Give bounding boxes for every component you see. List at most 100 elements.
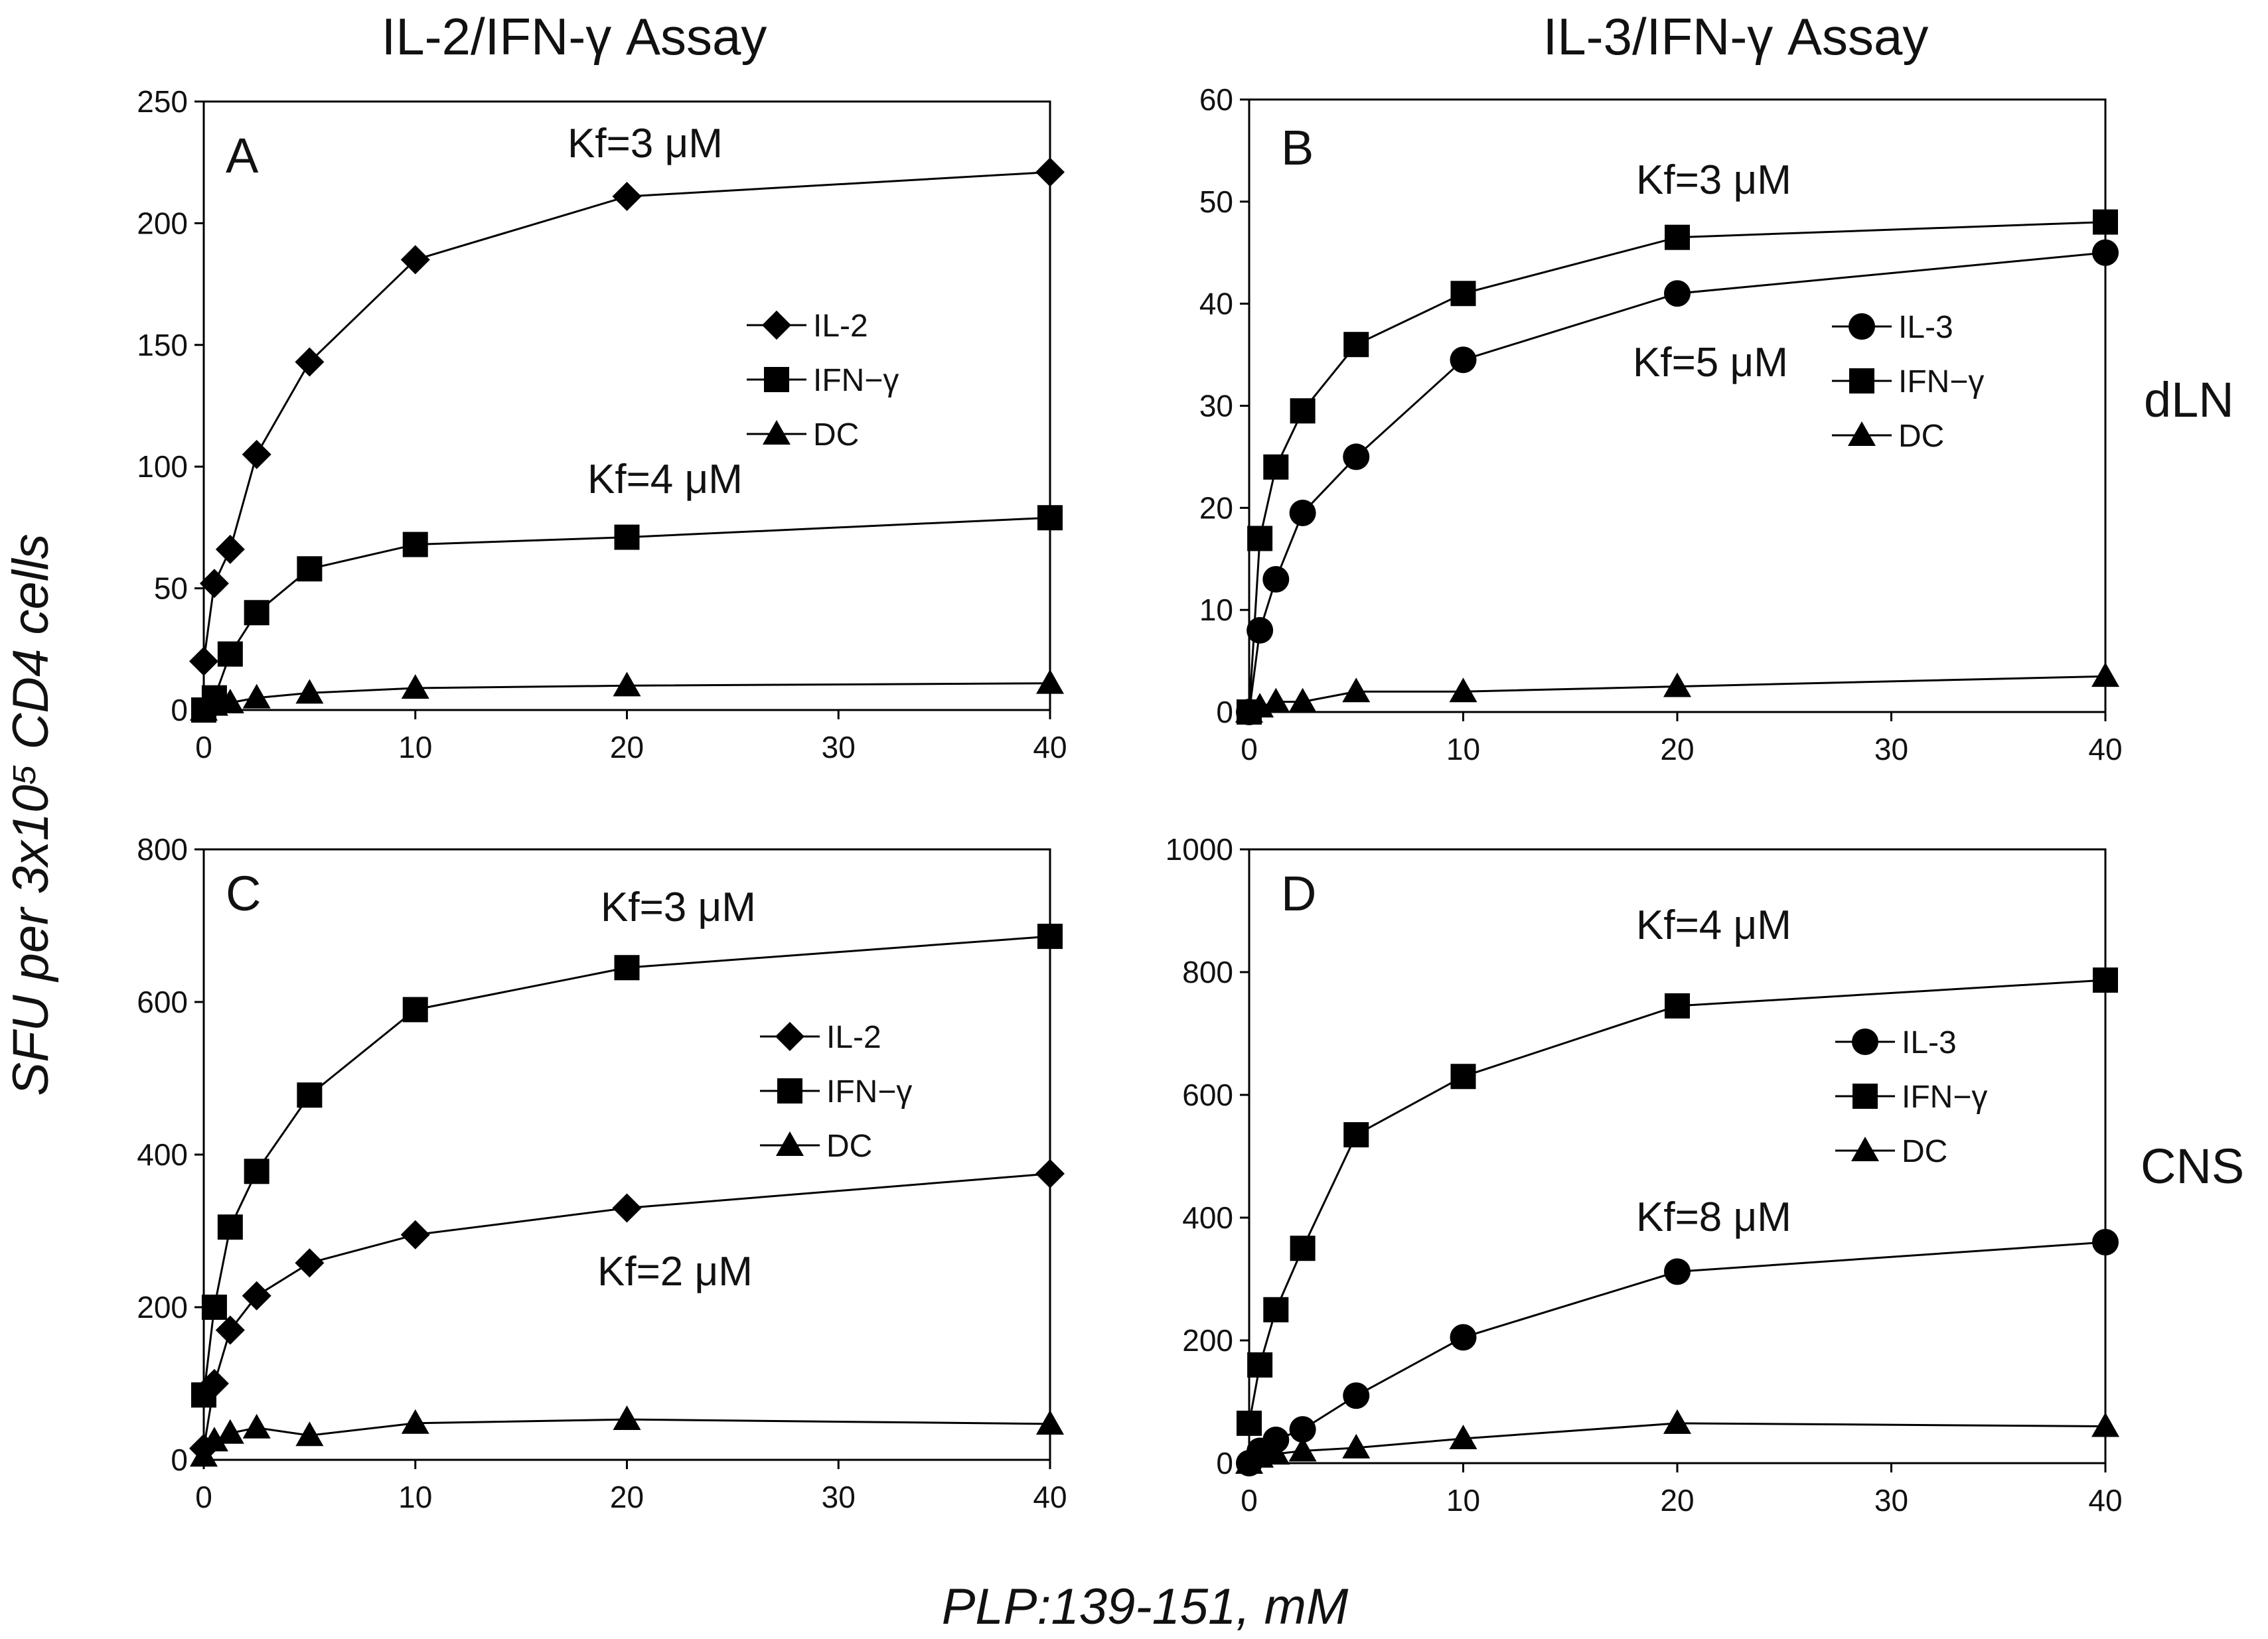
legend-marker-d (1851, 1137, 1879, 1161)
annotation-c-2: Kf=2 μM (597, 1249, 753, 1295)
data-point-d-2 (1663, 1409, 1691, 1434)
panel-letter-c: C (226, 866, 261, 921)
data-point-d-0 (1262, 1426, 1290, 1453)
legend-label-c: IFN−γ (826, 1074, 912, 1109)
data-point-d-1 (1263, 1297, 1289, 1322)
data-point-d-1 (1290, 1236, 1316, 1261)
data-point-d-1 (2093, 967, 2118, 993)
y-tick-label-b: 20 (1199, 490, 1233, 525)
y-tick-label-a: 150 (137, 328, 188, 362)
data-point-c-2 (295, 1421, 324, 1447)
data-point-d-0 (1343, 1382, 1370, 1409)
legend-marker-c (775, 1022, 804, 1051)
legend-label-c: IL-2 (826, 1020, 881, 1055)
data-point-a-2 (613, 672, 641, 697)
data-point-b-2 (1663, 672, 1691, 697)
series-line-a-0 (202, 171, 1051, 662)
legend-a: IL-2 IFN−γ DC (747, 309, 899, 453)
legend-b: IL-3 IFN−γ DC (1832, 310, 1984, 454)
series-d-0 (1236, 1229, 2119, 1476)
data-point-c-1 (244, 1159, 269, 1184)
data-point-c-0 (400, 1220, 430, 1249)
y-tick-label-b: 50 (1199, 184, 1233, 219)
data-point-b-2 (1288, 687, 1317, 713)
legend-marker-d (1852, 1084, 1878, 1109)
legend-label-b: IL-3 (1898, 310, 1953, 345)
data-point-a-0 (189, 646, 218, 676)
data-point-b-0 (1262, 566, 1290, 593)
data-point-a-1 (614, 524, 640, 550)
y-tick-label-a: 250 (137, 84, 188, 119)
annotation-c-1: Kf=3 μM (601, 885, 756, 930)
data-point-b-2 (1449, 677, 1477, 703)
legend-label-b: DC (1898, 419, 1944, 454)
x-tick-label-d: 30 (1874, 1483, 1908, 1518)
x-tick-label-b: 40 (2088, 732, 2122, 766)
panel-letter-d: D (1281, 866, 1316, 921)
x-tick-label-c: 30 (822, 1480, 856, 1514)
y-tick-label-c: 200 (137, 1290, 188, 1324)
y-tick-label-c: 0 (171, 1443, 188, 1477)
data-point-d-1 (1665, 993, 1690, 1019)
data-point-c-1 (1037, 924, 1063, 950)
data-point-d-2 (1262, 1440, 1290, 1465)
legend-label-d: IL-3 (1902, 1025, 1957, 1060)
series-c-2 (190, 1405, 1064, 1467)
y-tick-label-d: 800 (1182, 955, 1233, 989)
data-point-b-0 (1289, 500, 1316, 527)
data-point-c-0 (242, 1281, 271, 1311)
y-tick-label-c: 400 (137, 1137, 188, 1172)
x-tick-label-a: 40 (1033, 730, 1067, 764)
annotation-a-1: Kf=3 μM (567, 121, 723, 167)
legend-label-d: DC (1902, 1134, 1947, 1169)
column-title-right: IL-3/IFN-γ Assay (1543, 7, 1929, 66)
data-point-c-1 (297, 1082, 323, 1108)
data-point-b-0 (1450, 346, 1477, 374)
data-point-c-2 (216, 1419, 244, 1444)
data-point-c-0 (1035, 1159, 1065, 1188)
legend-marker-b (1848, 421, 1876, 446)
legend-label-b: IFN−γ (1898, 364, 1984, 399)
data-point-c-0 (215, 1315, 245, 1345)
data-point-a-0 (1035, 157, 1065, 187)
data-point-d-2 (1449, 1425, 1477, 1449)
data-point-a-1 (244, 600, 269, 626)
legend-c: IL-2 IFN−γ DC (760, 1020, 912, 1164)
data-point-a-2 (216, 688, 244, 713)
legend-label-a: DC (813, 417, 859, 453)
data-point-c-0 (295, 1248, 325, 1278)
data-point-a-0 (242, 439, 271, 469)
annotation-d-1: Kf=4 μM (1636, 902, 1791, 948)
data-point-c-1 (402, 997, 428, 1023)
data-point-a-0 (400, 245, 430, 275)
data-point-b-2 (1342, 677, 1371, 703)
data-point-b-1 (1450, 281, 1476, 307)
data-point-d-0 (1289, 1416, 1316, 1443)
data-point-d-2 (2091, 1412, 2119, 1437)
data-point-a-1 (297, 556, 323, 582)
data-point-a-2 (242, 683, 271, 709)
data-point-b-1 (1290, 398, 1316, 424)
x-tick-label-a: 10 (398, 730, 432, 764)
series-b-0 (1236, 239, 2119, 725)
data-point-b-0 (2092, 239, 2119, 266)
annotation-b-2: Kf=5 μM (1633, 340, 1788, 386)
y-tick-label-b: 60 (1199, 82, 1233, 117)
y-tick-label-b: 40 (1199, 287, 1233, 321)
data-point-d-1 (1450, 1064, 1476, 1090)
data-point-d-2 (1288, 1437, 1317, 1462)
data-point-d-1 (1343, 1122, 1369, 1148)
data-point-c-2 (200, 1427, 228, 1452)
data-point-d-2 (1342, 1433, 1371, 1459)
panel-letter-a: A (226, 128, 259, 183)
data-point-b-2 (1262, 687, 1290, 713)
series-b-2 (1235, 662, 2119, 723)
data-point-a-2 (1036, 669, 1064, 694)
panel-letter-b: B (1281, 120, 1314, 175)
data-point-b-0 (1343, 443, 1370, 470)
data-point-d-1 (1237, 1410, 1262, 1436)
x-tick-label-a: 30 (822, 730, 856, 764)
y-axis-title: SFU per 3x10⁵ CD4 cells (3, 534, 59, 1096)
data-point-a-2 (401, 674, 429, 699)
data-point-c-1 (201, 1295, 227, 1320)
